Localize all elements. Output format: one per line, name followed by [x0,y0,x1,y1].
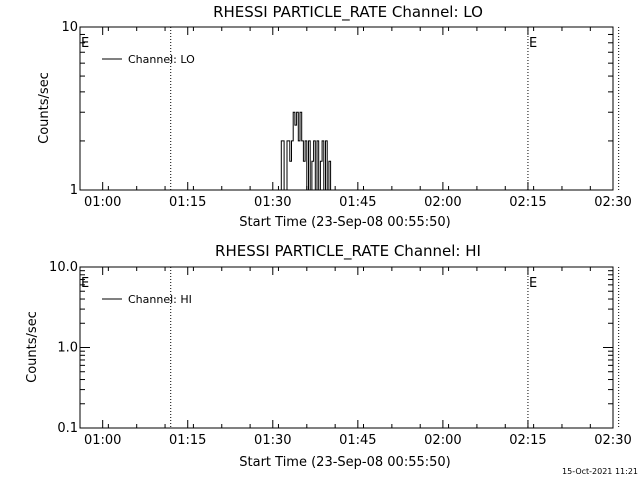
y-tick-label: 10.0 [49,260,78,275]
x-tick-label: 02:00 [424,195,461,210]
footer-timestamp: 15-Oct-2021 11:21 [562,467,638,476]
x-tick-label: 02:30 [594,195,631,210]
x-axis-label: Start Time (23-Sep-08 00:55:50) [239,215,450,230]
axes-frame [79,26,614,191]
x-tick-label: 01:15 [169,195,206,210]
y-tick-label: 1 [70,183,78,198]
legend-label: Channel: HI [128,293,192,306]
chart-lo: RHESSI PARTICLE_RATE Channel: LO 1 10 01:0… [37,3,632,230]
y-axis-label: Counts/sec [25,311,40,383]
plot-area: 1 10 01:00 01:15 01:30 01:45 02:00 02:15 02:30 E E… [61,20,631,210]
x-tick-label: 02:00 [424,433,461,448]
series-line [280,111,333,191]
x-tick-label: 01:15 [169,433,206,448]
x-tick-label: 02:30 [594,433,631,448]
x-tick-label: 01:45 [339,433,376,448]
axes-frame [79,266,614,429]
chart-title: RHESSI PARTICLE_RATE Channel: HI [215,242,481,261]
chart-hi: RHESSI PARTICLE_RATE Channel: HI 0.1 1.0 1… [25,242,632,470]
x-tick-label: 02:15 [509,195,546,210]
event-mark: E [81,276,89,291]
x-tick-label: 01:30 [254,433,291,448]
x-tick-label: 01:30 [254,195,291,210]
event-mark: E [529,276,537,291]
x-tick-label: 01:00 [84,433,121,448]
y-tick-label: 1.0 [57,341,78,356]
x-tick-label: 01:00 [84,195,121,210]
x-axis-label: Start Time (23-Sep-08 00:55:50) [239,455,450,470]
y-axis-label: Counts/sec [37,72,52,144]
event-mark: E [81,36,89,51]
y-tick-label: 10 [61,20,78,35]
legend-label: Channel: LO [128,53,195,66]
y-tick-label: 0.1 [57,421,78,436]
plot-area: 0.1 1.0 10.0 01:00 01:15 01:30 01:45 02:00 02:15… [49,260,632,448]
event-mark: E [529,36,537,51]
x-tick-label: 02:15 [509,433,546,448]
chart-title: RHESSI PARTICLE_RATE Channel: LO [213,3,483,22]
x-tick-label: 01:45 [339,195,376,210]
